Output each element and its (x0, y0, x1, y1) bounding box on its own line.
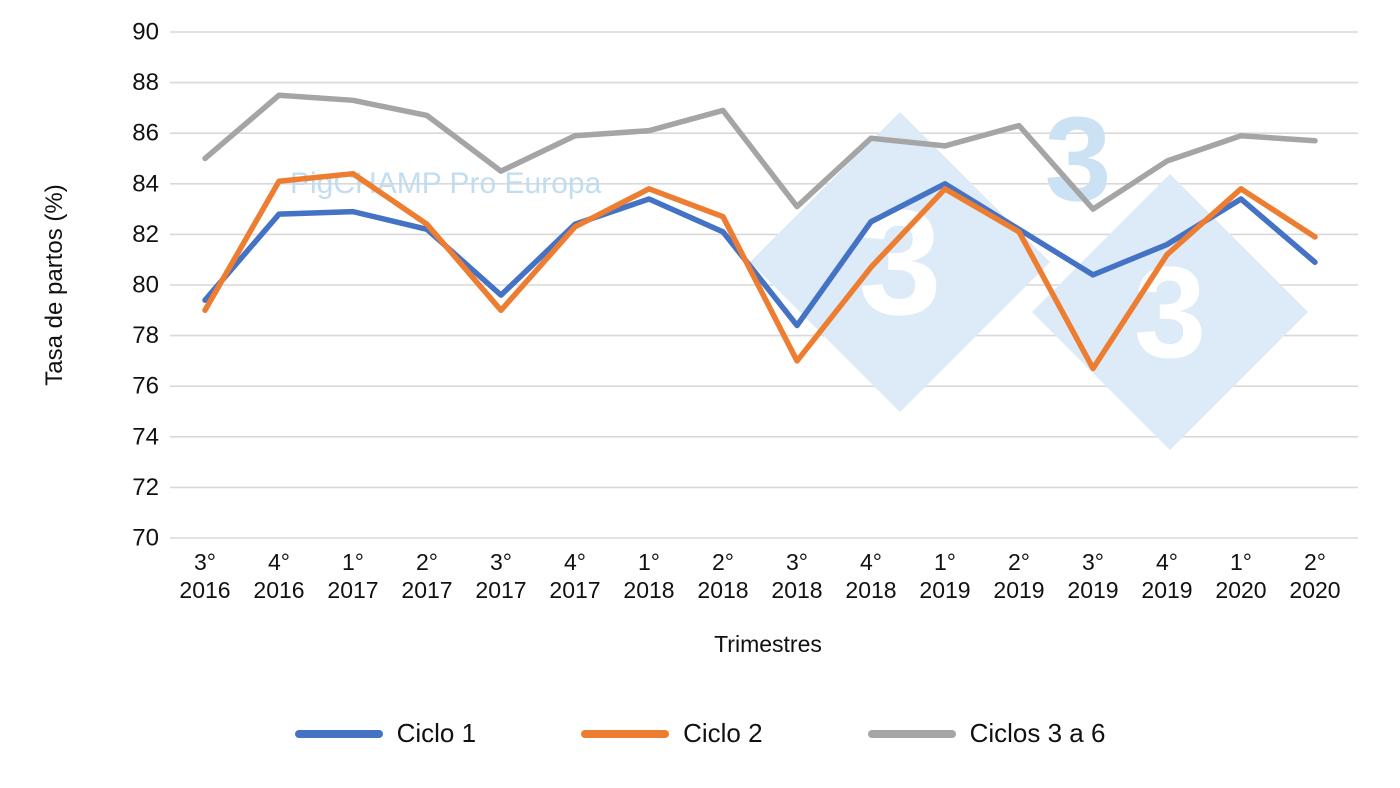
svg-text:80: 80 (132, 272, 159, 299)
svg-text:2018: 2018 (771, 577, 822, 603)
legend-label-ciclo-2: Ciclo 2 (683, 718, 763, 748)
svg-text:4°: 4° (268, 549, 290, 575)
legend-swatch-ciclo-1 (294, 729, 383, 738)
svg-text:1°: 1° (638, 549, 660, 575)
svg-text:82: 82 (132, 221, 159, 248)
svg-text:1°: 1° (934, 549, 956, 575)
legend-item-ciclos-3-a-6: Ciclos 3 a 6 (867, 718, 1106, 749)
svg-text:3: 3 (1134, 239, 1206, 385)
svg-text:2017: 2017 (549, 577, 600, 603)
svg-text:2°: 2° (416, 549, 438, 575)
svg-text:86: 86 (132, 120, 159, 147)
legend-swatch-ciclos-3-a-6 (867, 729, 956, 738)
legend-swatch-ciclo-2 (581, 729, 670, 738)
svg-text:Tasa de partos (%): Tasa de partos (%) (41, 184, 68, 385)
svg-text:4°: 4° (860, 549, 882, 575)
svg-text:2°: 2° (1304, 549, 1326, 575)
legend-item-ciclo-2: Ciclo 2 (581, 718, 763, 749)
svg-text:2019: 2019 (1141, 577, 1192, 603)
svg-text:PigCHAMP Pro Europa: PigCHAMP Pro Europa (290, 167, 602, 200)
svg-text:2017: 2017 (327, 577, 378, 603)
chart-legend: Ciclo 1 Ciclo 2 Ciclos 3 a 6 (0, 718, 1400, 749)
legend-label-ciclos-3-a-6: Ciclos 3 a 6 (969, 718, 1106, 748)
svg-text:78: 78 (132, 322, 159, 349)
svg-text:3°: 3° (194, 549, 216, 575)
svg-text:4°: 4° (564, 549, 586, 575)
svg-text:2°: 2° (1008, 549, 1030, 575)
svg-text:2018: 2018 (697, 577, 748, 603)
svg-text:3°: 3° (1082, 549, 1104, 575)
svg-text:2019: 2019 (1067, 577, 1118, 603)
svg-text:1°: 1° (342, 549, 364, 575)
legend-item-ciclo-1: Ciclo 1 (294, 718, 477, 749)
svg-text:1°: 1° (1230, 549, 1252, 575)
svg-text:3°: 3° (490, 549, 512, 575)
svg-text:Trimestres: Trimestres (714, 631, 822, 657)
svg-text:84: 84 (132, 170, 159, 197)
svg-text:2016: 2016 (253, 577, 304, 603)
svg-text:4°: 4° (1156, 549, 1178, 575)
legend-label-ciclo-1: Ciclo 1 (396, 718, 477, 748)
svg-text:70: 70 (132, 525, 159, 552)
svg-text:2017: 2017 (401, 577, 452, 603)
svg-text:88: 88 (132, 69, 159, 96)
svg-text:2019: 2019 (993, 577, 1044, 603)
svg-text:3°: 3° (786, 549, 808, 575)
svg-text:2018: 2018 (845, 577, 896, 603)
svg-text:72: 72 (132, 474, 159, 501)
svg-text:2019: 2019 (919, 577, 970, 603)
svg-text:2020: 2020 (1289, 577, 1340, 603)
svg-text:2016: 2016 (179, 577, 230, 603)
svg-text:90: 90 (132, 19, 159, 46)
svg-text:2°: 2° (712, 549, 734, 575)
line-chart: 70 72 74 76 78 80 82 84 86 88 90 PigCHAMP Pro Europ… (41, 19, 1358, 657)
svg-text:2020: 2020 (1215, 577, 1266, 603)
svg-text:76: 76 (132, 373, 159, 400)
svg-text:2018: 2018 (623, 577, 674, 603)
svg-text:2017: 2017 (475, 577, 526, 603)
svg-text:74: 74 (132, 423, 159, 450)
